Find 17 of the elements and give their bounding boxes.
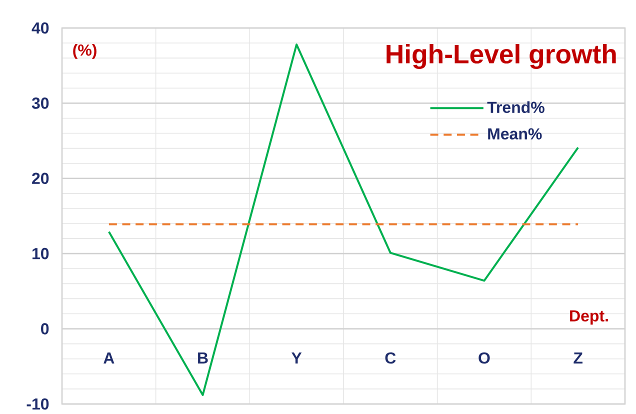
y-tick-label: 40: [32, 22, 49, 34]
x-tick-label: Y: [292, 352, 302, 364]
y-tick-label: 0: [41, 323, 49, 334]
text: High-Level growth: [386, 44, 616, 69]
legend-label: Mean%: [488, 128, 542, 140]
y-tick-label: 20: [32, 172, 49, 184]
y-tick-label: -10: [26, 398, 49, 410]
legend-label: Trend%: [487, 101, 544, 114]
x-tick-label: O: [478, 352, 490, 364]
x-tick-label: B: [198, 352, 208, 364]
y-tick-label: 30: [32, 98, 49, 109]
x-tick-label: Z: [574, 352, 582, 364]
x-tick-label: C: [385, 352, 396, 364]
x-axis-title: Dept.: [570, 310, 608, 325]
x-tick-label: A: [104, 352, 114, 364]
y-axis-title: (%): [73, 44, 96, 59]
y-tick-label: 10: [32, 248, 49, 260]
